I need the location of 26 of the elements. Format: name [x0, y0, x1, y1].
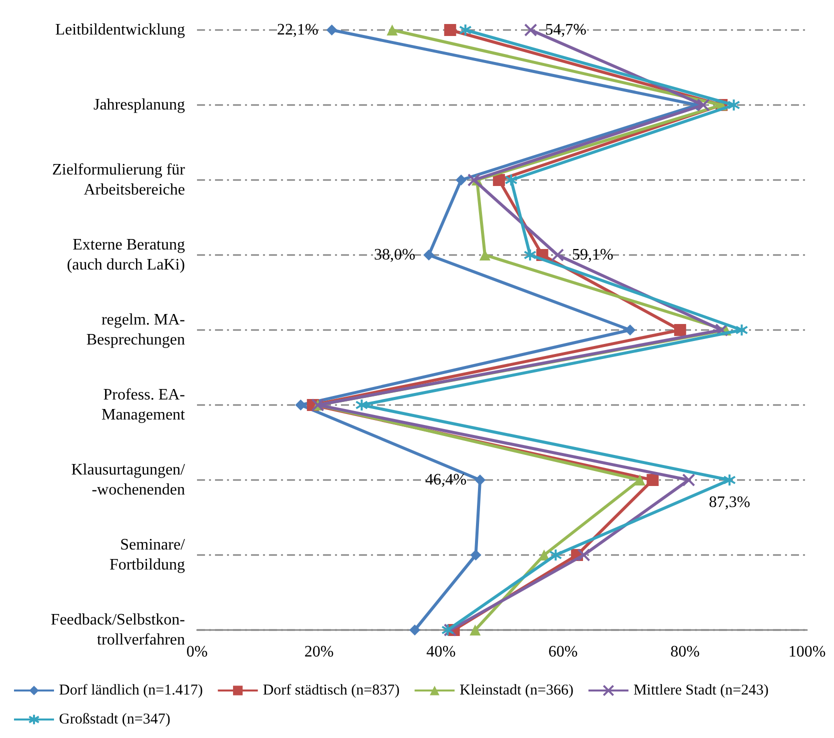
legend-label: Dorf städtisch (n=837): [262, 682, 400, 698]
x-tick-label: 0%: [186, 644, 208, 660]
x-tick-label: 40%: [426, 644, 456, 660]
y-tick-label: Feedback/Selbstkon- trollverfahren: [50, 612, 185, 648]
y-tick-label: Profess. EA- Management: [101, 386, 186, 424]
x-tick-label: 100%: [788, 644, 826, 660]
legend-label: Dorf ländlich (n=1.417): [59, 682, 203, 698]
data-label: 87,3%: [708, 494, 750, 511]
y-tick-label: Leitbildentwicklung: [55, 22, 185, 38]
data-label: 22,1%: [276, 22, 318, 38]
y-tick-label: regelm. MA- Besprechungen: [86, 312, 185, 348]
data-label: 59,1%: [572, 246, 614, 264]
data-label: 54,7%: [545, 22, 586, 38]
y-tick-label: Externe Beratung (auch durch LaKi): [66, 236, 185, 274]
legend-label: Großstadt (n=347): [59, 712, 170, 728]
y-tick-label: Klausurtagungen/ -wochenenden: [71, 462, 186, 498]
x-tick-label: 20%: [304, 644, 334, 660]
x-tick-label: 80%: [670, 644, 700, 660]
data-label: 46,4%: [425, 472, 467, 488]
x-tick-label: 60%: [548, 644, 578, 660]
data-label: 38,0%: [374, 246, 416, 264]
y-tick-label: Seminare/ Fortbildung: [109, 536, 186, 574]
legend-label: Mittlere Stadt (n=243): [633, 682, 769, 698]
y-tick-label: Jahresplanung: [93, 96, 185, 114]
y-tick-label: Zielformulierung für Arbeitsbereiche: [52, 162, 186, 198]
legend-label: Kleinstadt (n=366): [460, 682, 574, 698]
